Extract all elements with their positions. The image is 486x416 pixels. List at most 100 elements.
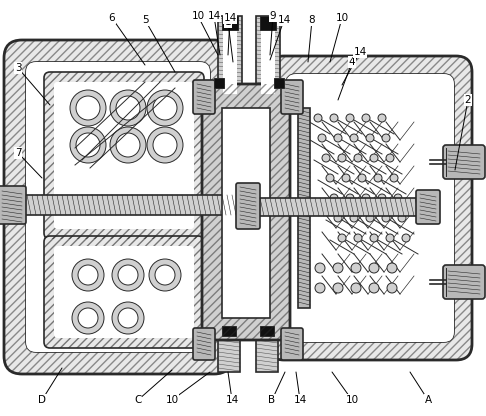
Text: 3: 3 <box>15 63 21 73</box>
Circle shape <box>112 259 144 291</box>
Circle shape <box>110 90 146 126</box>
Bar <box>261 16 275 94</box>
Circle shape <box>387 263 397 273</box>
Bar <box>256 326 278 372</box>
Circle shape <box>370 154 378 162</box>
Bar <box>210 322 282 334</box>
FancyBboxPatch shape <box>54 246 194 338</box>
Bar <box>223 16 237 94</box>
Circle shape <box>334 214 342 222</box>
Circle shape <box>334 134 342 142</box>
Circle shape <box>402 234 410 242</box>
FancyBboxPatch shape <box>268 56 472 360</box>
Text: 10: 10 <box>346 395 359 405</box>
Circle shape <box>338 154 346 162</box>
Circle shape <box>378 194 386 202</box>
Circle shape <box>314 114 322 122</box>
Circle shape <box>346 114 354 122</box>
Circle shape <box>315 283 325 293</box>
Circle shape <box>369 263 379 273</box>
Text: 14: 14 <box>208 11 221 21</box>
Circle shape <box>374 174 382 182</box>
Bar <box>274 78 284 88</box>
Circle shape <box>350 214 358 222</box>
Bar <box>218 16 242 94</box>
FancyBboxPatch shape <box>286 74 454 342</box>
FancyBboxPatch shape <box>0 186 26 224</box>
FancyBboxPatch shape <box>443 265 485 299</box>
FancyBboxPatch shape <box>193 80 215 114</box>
Circle shape <box>351 263 361 273</box>
Text: 1: 1 <box>225 17 231 27</box>
Text: B: B <box>268 395 276 405</box>
Circle shape <box>333 263 343 273</box>
Bar <box>214 78 224 88</box>
Bar <box>258 198 420 216</box>
Bar <box>222 16 238 30</box>
FancyBboxPatch shape <box>4 40 232 374</box>
Circle shape <box>330 114 338 122</box>
Text: 5: 5 <box>142 15 148 25</box>
Circle shape <box>386 234 394 242</box>
Circle shape <box>342 174 350 182</box>
Text: 14: 14 <box>226 395 239 405</box>
FancyBboxPatch shape <box>54 82 194 229</box>
Text: D: D <box>38 395 46 405</box>
Circle shape <box>315 263 325 273</box>
Circle shape <box>326 174 334 182</box>
Circle shape <box>153 133 177 157</box>
FancyBboxPatch shape <box>202 84 290 340</box>
Circle shape <box>362 194 370 202</box>
Circle shape <box>76 133 100 157</box>
Circle shape <box>155 265 175 285</box>
Circle shape <box>118 265 138 285</box>
Circle shape <box>362 114 370 122</box>
Bar <box>298 108 310 308</box>
Text: 14: 14 <box>353 47 366 57</box>
Circle shape <box>366 134 374 142</box>
Text: 10: 10 <box>165 395 178 405</box>
Circle shape <box>70 127 106 163</box>
Circle shape <box>333 283 343 293</box>
Circle shape <box>398 214 406 222</box>
Circle shape <box>147 90 183 126</box>
Circle shape <box>351 283 361 293</box>
Circle shape <box>318 134 326 142</box>
Circle shape <box>72 302 104 334</box>
FancyBboxPatch shape <box>44 72 204 239</box>
FancyBboxPatch shape <box>54 82 194 229</box>
Circle shape <box>330 194 338 202</box>
Circle shape <box>386 154 394 162</box>
Circle shape <box>369 283 379 293</box>
Bar <box>260 326 274 336</box>
Circle shape <box>76 96 100 120</box>
Circle shape <box>112 302 144 334</box>
Circle shape <box>149 259 181 291</box>
Bar <box>222 326 236 336</box>
Circle shape <box>70 90 106 126</box>
Circle shape <box>118 308 138 328</box>
Circle shape <box>378 114 386 122</box>
Bar <box>210 88 282 104</box>
FancyBboxPatch shape <box>416 190 440 224</box>
Bar <box>256 16 280 94</box>
Text: 4: 4 <box>348 57 355 67</box>
Circle shape <box>350 134 358 142</box>
Circle shape <box>354 154 362 162</box>
Circle shape <box>147 127 183 163</box>
Circle shape <box>366 214 374 222</box>
Text: A: A <box>424 395 432 405</box>
Circle shape <box>338 234 346 242</box>
Text: 14: 14 <box>278 15 291 25</box>
Text: 9: 9 <box>270 11 277 21</box>
FancyBboxPatch shape <box>236 183 260 229</box>
FancyBboxPatch shape <box>44 236 204 348</box>
Text: 8: 8 <box>309 15 315 25</box>
FancyBboxPatch shape <box>193 328 215 360</box>
Circle shape <box>387 283 397 293</box>
Text: 10: 10 <box>191 11 205 21</box>
Circle shape <box>78 265 98 285</box>
Circle shape <box>116 96 140 120</box>
Bar <box>260 16 276 30</box>
Circle shape <box>382 134 390 142</box>
